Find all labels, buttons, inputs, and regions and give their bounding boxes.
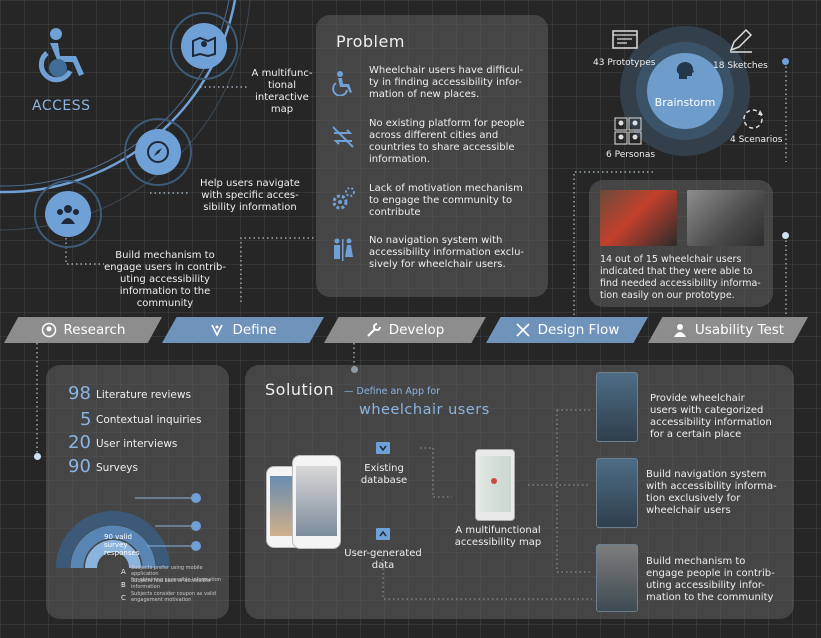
design-icon	[516, 323, 530, 337]
user-data-label: User-generated data	[344, 548, 422, 571]
community-feature-ring	[34, 180, 102, 248]
legend-key: A	[121, 568, 126, 576]
step-define[interactable]: Define	[162, 317, 324, 343]
step-label: Design Flow	[537, 322, 620, 338]
step-label: Usability Test	[694, 322, 785, 338]
map-feature-ring	[170, 12, 238, 80]
usability-text: 14 out of 15 wheelchair users indicated …	[600, 254, 761, 301]
scenarios-icon	[740, 106, 766, 132]
stat-number: 20	[68, 432, 91, 453]
solution-feature-2: Build navigation system with accessibili…	[646, 469, 777, 516]
problem-item-4: No navigation system with accessibility …	[369, 235, 525, 270]
existing-db-label: Existing database	[360, 463, 408, 486]
screen-thumbnail	[596, 372, 638, 442]
survey-donut	[56, 493, 201, 568]
step-label: Research	[63, 322, 126, 338]
solution-subtitle-b: wheelchair users	[359, 402, 490, 418]
gears-icon	[330, 186, 356, 212]
legend-text: Subjects feel Lack of accessible informa…	[131, 578, 211, 590]
compass-feature-text: Help users navigate with specific acces-…	[200, 178, 300, 213]
problem-item-3: Lack of motivation mechanism to engage t…	[369, 183, 523, 218]
compass-icon	[135, 129, 181, 175]
research-panel	[46, 365, 229, 619]
solution-subtitle-a: — Define an App for	[344, 386, 441, 397]
screen-thumbnail	[596, 544, 638, 612]
research-icon	[41, 322, 56, 338]
restroom-icon	[330, 237, 356, 263]
stat-number: 98	[68, 383, 91, 404]
wheelchair-icon	[330, 70, 356, 97]
solution-feature-1: Provide wheelchair users with categorize…	[650, 393, 772, 440]
phone-mockup	[292, 455, 341, 549]
step-usability-test[interactable]: Usability Test	[648, 317, 808, 343]
problem-panel	[316, 15, 548, 297]
community-feature-text: Build mechanism to engage users in contr…	[104, 250, 226, 309]
wrench-icon	[366, 323, 381, 337]
step-develop[interactable]: Develop	[324, 317, 486, 343]
database-icon	[375, 440, 391, 456]
personas-label: 6 Personas	[606, 150, 656, 160]
stat-label: Literature reviews	[96, 389, 191, 401]
legend-key: B	[121, 581, 126, 589]
prototype-icon	[612, 30, 638, 50]
define-icon	[211, 324, 224, 337]
map-feature-text: A multifunc- tional interactive map	[251, 68, 313, 115]
problem-title: Problem	[336, 32, 405, 51]
connector-dot	[782, 58, 789, 65]
step-research[interactable]: Research	[4, 317, 162, 343]
scenarios-label: 4 Scenarios	[730, 135, 783, 145]
brainstorm-core: Brainstorm	[647, 53, 723, 129]
step-label: Develop	[388, 322, 445, 338]
step-design-flow[interactable]: Design Flow	[486, 317, 648, 343]
test-icon	[673, 324, 686, 337]
connector-dot	[782, 232, 789, 239]
stat-number: 90	[68, 456, 91, 477]
stat-label: Contextual inquiries	[96, 414, 202, 426]
brainstorm-label: Brainstorm	[654, 96, 716, 109]
stat-label: User interviews	[96, 438, 178, 450]
legend-text: Subjects prefer using mobile application…	[131, 565, 221, 583]
prototypes-label: 43 Prototypes	[593, 58, 656, 68]
map-phone	[475, 449, 515, 521]
solution-title: Solution	[265, 380, 335, 399]
problem-item-2: No existing platform for people across d…	[369, 118, 525, 165]
map-icon	[181, 23, 227, 69]
usability-photo-1	[600, 190, 677, 246]
donut-center-label: 90 valid survey responses	[104, 533, 140, 557]
usability-photo-2	[687, 190, 764, 246]
upload-icon	[375, 526, 391, 542]
screen-thumbnail	[596, 458, 638, 528]
personas-icon	[614, 117, 642, 145]
legend-text: Subjects consider coupon as valid engage…	[131, 591, 216, 603]
legend-key: C	[121, 594, 126, 602]
compass-feature-ring	[124, 118, 192, 186]
brand-label: ACCESS	[32, 98, 91, 114]
connector-dot	[34, 453, 41, 460]
wheelchair-logo-icon	[36, 26, 100, 86]
no-sharing-icon	[330, 124, 356, 150]
map-label: A multifunctional accessibility map	[454, 525, 542, 548]
stat-number: 5	[80, 409, 92, 430]
head-icon	[675, 61, 695, 81]
solution-feature-3: Build mechanism to engage people in cont…	[646, 556, 775, 603]
step-label: Define	[232, 322, 277, 338]
sketch-icon	[728, 28, 754, 54]
stat-label: Surveys	[96, 462, 138, 474]
problem-item-1: Wheelchair users have difficul- ty in fi…	[369, 65, 524, 100]
sketches-label: 18 Sketches	[713, 61, 768, 71]
community-icon	[45, 191, 91, 237]
